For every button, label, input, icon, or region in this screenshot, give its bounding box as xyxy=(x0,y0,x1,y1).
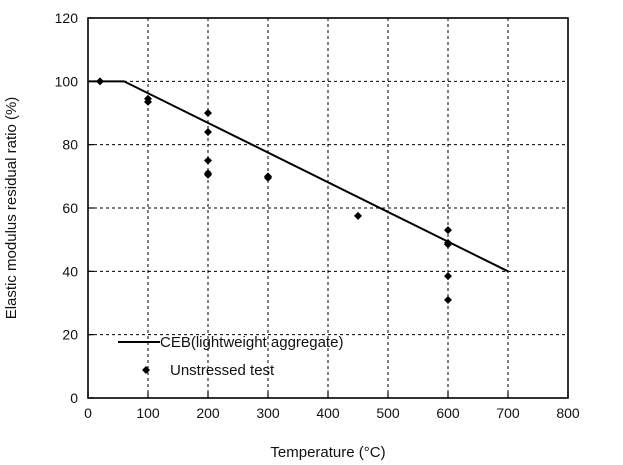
unstressed-test-point xyxy=(444,272,452,281)
unstressed-test-point xyxy=(354,211,362,220)
data-series xyxy=(88,77,509,304)
axis-ticks xyxy=(87,17,569,399)
legend: CEB(lightweight aggregate) Unstressed te… xyxy=(118,334,343,379)
y-axis-tick-labels: 0 20 40 60 80 100 120 xyxy=(55,10,79,406)
grid-lines xyxy=(88,18,568,398)
unstressed-test-point xyxy=(144,97,152,106)
y-tick-label: 40 xyxy=(62,263,78,279)
unstressed-test-point xyxy=(204,170,212,179)
y-tick-label: 0 xyxy=(70,390,78,406)
unstressed-test-point xyxy=(204,156,212,165)
y-tick-label: 80 xyxy=(62,137,78,153)
y-axis-title: Elastic modulus residual ratio (%) xyxy=(3,97,20,320)
unstressed-test-point xyxy=(444,295,452,304)
x-tick-label: 600 xyxy=(436,405,460,421)
x-tick-label: 300 xyxy=(256,405,280,421)
y-tick-label: 100 xyxy=(55,73,79,89)
unstressed-test-point xyxy=(444,240,452,249)
x-tick-label: 800 xyxy=(556,405,580,421)
x-tick-label: 100 xyxy=(136,405,160,421)
y-tick-label: 60 xyxy=(62,200,78,216)
x-tick-label: 0 xyxy=(84,405,92,421)
x-tick-label: 500 xyxy=(376,405,400,421)
unstressed-test-point xyxy=(96,77,104,86)
legend-label-unstressed: Unstressed test xyxy=(170,362,275,379)
unstressed-test-point xyxy=(264,173,272,182)
x-tick-label: 700 xyxy=(496,405,520,421)
x-axis-title: Temperature (°C) xyxy=(270,444,385,461)
legend-diamond-marker xyxy=(142,366,150,374)
x-axis-tick-labels: 0 100 200 300 400 500 600 700 800 xyxy=(84,405,580,421)
x-tick-label: 400 xyxy=(316,405,340,421)
unstressed-test-point xyxy=(444,226,452,235)
unstressed-test-point xyxy=(204,128,212,136)
y-tick-label: 20 xyxy=(62,327,78,343)
legend-label-ceb: CEB(lightweight aggregate) xyxy=(160,334,343,351)
y-tick-label: 120 xyxy=(55,10,79,26)
unstressed-test-point xyxy=(204,109,212,117)
x-tick-label: 200 xyxy=(196,405,220,421)
